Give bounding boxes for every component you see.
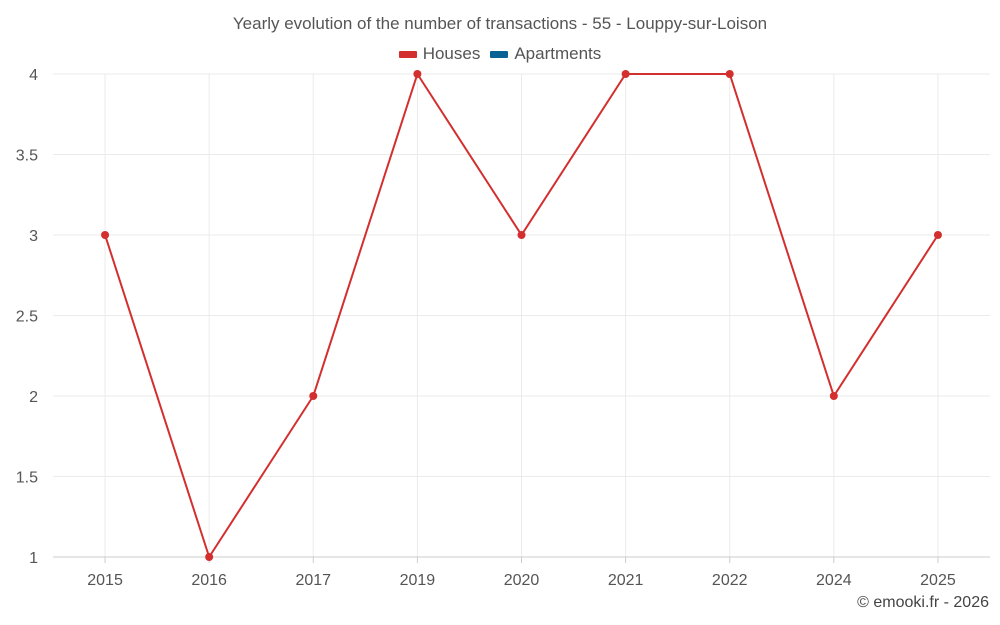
y-tick-label: 1 [29,550,38,567]
data-point-houses [725,70,734,78]
data-point-houses [309,392,318,400]
legend-swatch-apartments [490,50,509,58]
x-tick-label: 2021 [608,572,644,589]
legend-item-apartments[interactable]: Apartments [490,44,601,64]
data-point-houses [413,70,422,78]
data-point-houses [205,553,214,561]
data-point-houses [829,392,838,400]
x-tick-label: 2022 [712,572,748,589]
y-tick-label: 3 [29,228,38,245]
data-point-houses [101,231,110,239]
y-tick-label: 3.5 [16,148,38,165]
x-tick-label: 2025 [920,572,956,589]
chart-title: Yearly evolution of the number of transa… [232,14,768,33]
legend-label-apartments: Apartments [514,44,602,63]
x-tick-label: 2020 [504,572,540,589]
data-point-houses [621,70,630,78]
y-tick-label: 2 [29,389,38,406]
y-tick-label: 2.5 [16,309,38,326]
y-tick-label: 1.5 [16,470,38,487]
x-tick-label: 2015 [87,572,123,589]
credit-text: © emooki.fr - 2026 [857,594,989,611]
x-tick-label: 2016 [191,572,227,589]
data-point-houses [517,231,526,239]
legend-item-houses[interactable]: Houses [398,44,481,64]
x-tick-label: 2024 [816,572,852,589]
legend-label-houses: Houses [422,44,481,63]
chart-legend: Houses Apartments [0,44,1000,64]
x-tick-label: 2019 [400,572,436,589]
y-tick-label: 4 [29,67,38,84]
data-point-houses [933,231,942,239]
legend-swatch-houses [398,50,417,58]
x-tick-label: 2017 [295,572,331,589]
